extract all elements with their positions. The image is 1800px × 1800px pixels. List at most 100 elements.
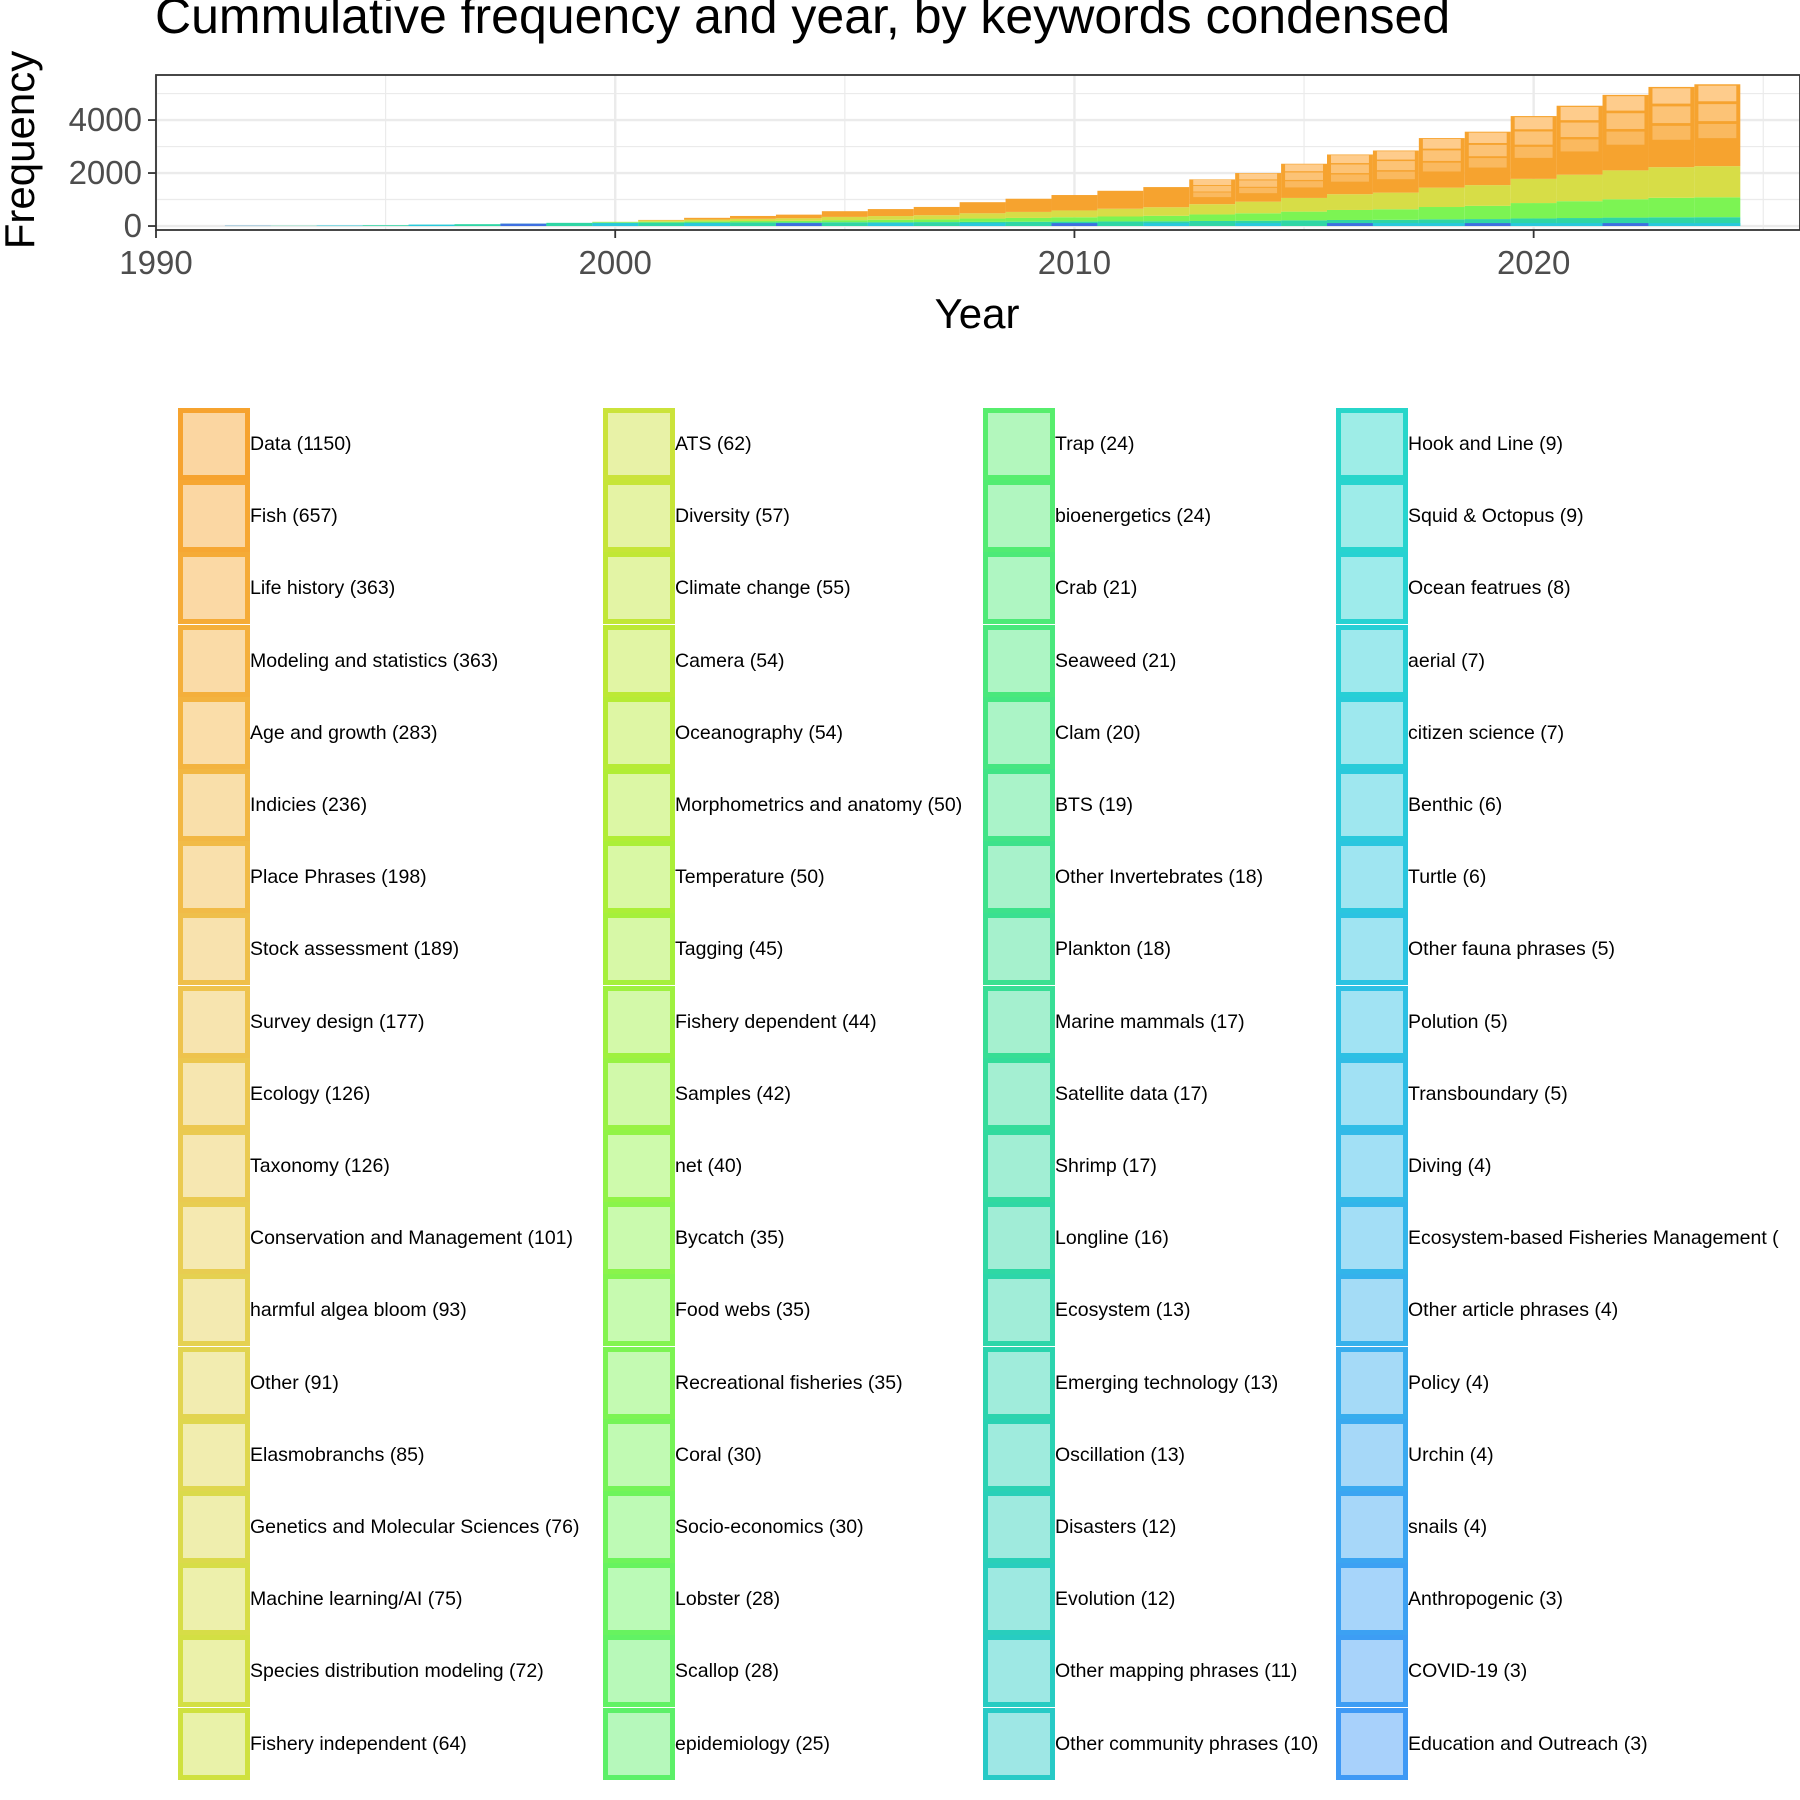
legend-key <box>603 1635 675 1708</box>
stack-segment-yellow <box>1235 201 1282 214</box>
stack-segment-rare <box>1235 223 1282 227</box>
x-tick-label: 2020 <box>1497 244 1570 281</box>
stack-segment-minor <box>1372 219 1419 227</box>
stack-segment-fill <box>1652 88 1691 104</box>
legend-key <box>1336 1202 1408 1275</box>
stack-segment-fill <box>1514 146 1553 158</box>
stack-segment-yellow <box>1418 187 1465 208</box>
legend-key <box>603 769 675 841</box>
legend-label: Transboundary (5) <box>1408 1082 1568 1105</box>
stack-segment-fill <box>1193 192 1232 198</box>
legend-key <box>178 1057 250 1130</box>
legend-key <box>603 1707 675 1780</box>
stack-segment-rare <box>1648 223 1695 227</box>
legend-label: Food webs (35) <box>675 1299 811 1322</box>
legend-key <box>603 985 675 1058</box>
legend-label: Scallop (28) <box>675 1660 780 1683</box>
stack-segment-minor <box>1694 217 1741 227</box>
stack-segment-fill <box>1331 155 1369 164</box>
legend-key <box>1336 552 1408 625</box>
legend-key <box>983 913 1055 986</box>
stack-segment-minor <box>1097 221 1144 227</box>
stack-segment-rare <box>1694 223 1741 227</box>
year-stack-2024 <box>1694 84 1741 227</box>
legend-key <box>1336 1057 1408 1130</box>
legend-label: Other Invertebrates (18) <box>1055 866 1264 889</box>
stack-segment-minor <box>1556 218 1603 227</box>
stack-segment-yellow <box>1372 192 1419 210</box>
legend-key <box>983 1563 1055 1636</box>
legend-label: Squid & Octopus (9) <box>1408 505 1584 528</box>
legend-label: Elasmobranchs (85) <box>250 1443 425 1466</box>
panel-border <box>155 74 1800 231</box>
legend-key <box>1336 769 1408 841</box>
stack-segment-minor <box>1648 217 1695 227</box>
stack-segment-yellow <box>1602 170 1649 200</box>
stack-segment-green <box>730 221 776 223</box>
stack-segment-orange <box>913 206 960 216</box>
stack-segment-green <box>684 221 731 223</box>
legend-label: Other fauna phrases (5) <box>1408 938 1616 961</box>
year-stack-2022 <box>1602 94 1649 227</box>
legend-key <box>178 1202 250 1275</box>
stack-segment-fill <box>1652 106 1691 124</box>
legend-label: Disasters (12) <box>1055 1516 1177 1538</box>
legend-label: Ocean featrues (8) <box>1408 577 1571 600</box>
legend-key <box>983 1491 1055 1563</box>
legend-label: Fishery independent (64) <box>250 1732 467 1755</box>
legend-label: Temperature (50) <box>675 866 825 889</box>
legend-key <box>603 552 675 625</box>
legend-label: Genetics and Molecular Sciences (76) <box>250 1516 580 1538</box>
y-tick-label: 2000 <box>69 154 142 191</box>
stack-segment-minor <box>730 222 776 227</box>
legend-key <box>178 480 250 553</box>
stacked-area-bars <box>224 84 1741 227</box>
stack-segment-green <box>1602 199 1649 218</box>
stack-segment-green <box>1418 207 1465 220</box>
stack-segment-fill <box>1239 187 1278 194</box>
legend-key <box>983 1635 1055 1708</box>
stack-segment-yellow <box>959 213 1006 219</box>
legend-label: BTS (19) <box>1055 794 1134 816</box>
stack-segment-green <box>1097 216 1144 222</box>
legend-label: Morphometrics and anatomy (50) <box>675 794 963 816</box>
legend-label: Lobster (28) <box>675 1588 781 1611</box>
stack-segment-rare <box>1464 223 1511 227</box>
legend-key <box>178 1563 250 1636</box>
stack-segment-orange <box>1005 198 1052 212</box>
stack-segment-green <box>1327 209 1373 220</box>
year-stack-2007 <box>913 206 960 227</box>
stack-segment-minor <box>1510 218 1557 227</box>
legend-label: ATS (62) <box>675 433 752 455</box>
legend-label: Taxonomy (126) <box>250 1155 390 1177</box>
stack-segment-fill <box>1285 181 1324 188</box>
legend-key <box>178 985 250 1058</box>
legend-label: bioenergetics (24) <box>1055 505 1212 528</box>
stack-segment-orange <box>730 215 776 219</box>
stack-segment-minor <box>1418 219 1465 227</box>
stack-segment-green <box>592 222 639 223</box>
stack-segment-fill <box>1193 185 1232 192</box>
stack-segment-yellow <box>1464 185 1511 206</box>
stack-segment-green <box>1051 217 1098 222</box>
legend-key <box>603 624 675 697</box>
legend-key <box>603 1491 675 1563</box>
legend-label: COVID-19 (3) <box>1408 1660 1528 1683</box>
legend-label: Shrimp (17) <box>1055 1155 1157 1177</box>
legend-label: net (40) <box>675 1155 743 1177</box>
legend-key <box>603 1202 675 1275</box>
legend-label: Other mapping phrases (11) <box>1055 1660 1298 1683</box>
stack-segment-yellow <box>1510 178 1557 204</box>
legend-label: Crab (21) <box>1055 577 1138 600</box>
stack-segment-fill <box>1422 150 1461 161</box>
stack-segment-fill <box>1193 179 1232 185</box>
year-stack-2015 <box>1281 163 1328 227</box>
legend-key <box>603 1418 675 1491</box>
stack-segment-fill <box>1514 131 1553 145</box>
legend-label: Bycatch (35) <box>675 1227 785 1250</box>
legend-key <box>1336 1130 1408 1202</box>
legend-label: Ecosystem (13) <box>1055 1299 1191 1322</box>
stack-segment-yellow <box>1556 174 1603 202</box>
stack-segment-fill <box>1376 161 1415 171</box>
legend-key <box>1336 1418 1408 1491</box>
